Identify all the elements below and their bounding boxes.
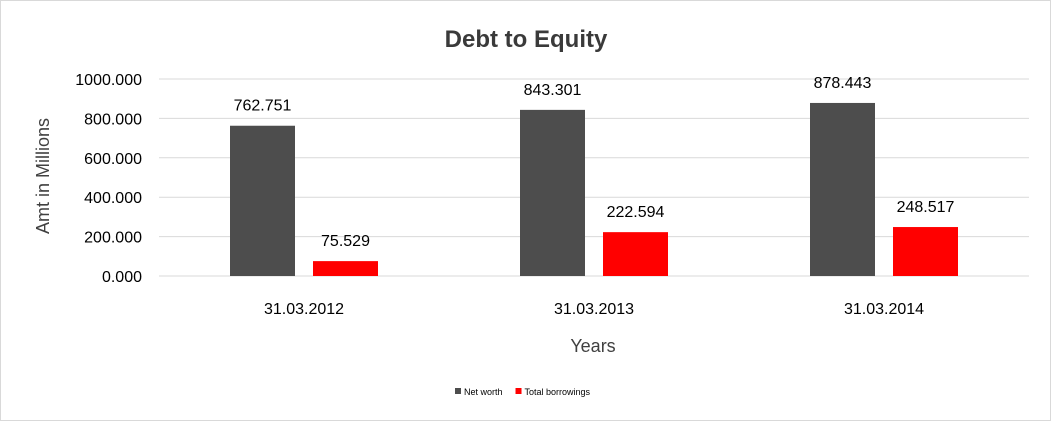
data-label: 878.443 [814, 75, 872, 92]
bars [230, 102, 958, 276]
legend: Net worth Total borrowings [455, 387, 591, 397]
y-axis-ticks: 0.000 200.000 400.000 600.000 800.000 1000.00… [75, 72, 142, 286]
data-label: 248.517 [897, 199, 955, 216]
bar-net-worth [230, 125, 295, 276]
data-label: 222.594 [607, 204, 665, 221]
x-category-label: 31.03.2012 [264, 301, 344, 318]
gridlines [159, 78, 1029, 277]
y-tick-label: 400.000 [84, 190, 142, 207]
bar-net-worth [520, 109, 585, 276]
legend-swatch [515, 388, 522, 394]
bar-net-worth [810, 102, 875, 276]
data-label: 762.751 [234, 98, 292, 115]
y-tick-label: 0.000 [102, 269, 142, 286]
data-label: 75.529 [321, 233, 370, 250]
legend-swatch [455, 388, 461, 394]
legend-label: Total borrowings [525, 387, 591, 397]
x-axis-title: Years [570, 336, 615, 356]
bar-total-borrowings [313, 261, 378, 276]
y-tick-label: 200.000 [84, 230, 142, 247]
x-category-label: 31.03.2013 [554, 301, 634, 318]
y-axis-title: Amt in Millions [33, 118, 53, 234]
x-axis-categories: 31.03.2012 31.03.2013 31.03.2014 [264, 301, 924, 318]
bar-total-borrowings [893, 227, 958, 276]
y-tick-label: 1000.000 [75, 72, 142, 89]
bar-total-borrowings [603, 232, 668, 276]
data-labels: 762.751 75.529 843.301 222.594 878.443 248.51… [234, 75, 955, 250]
y-tick-label: 800.000 [84, 111, 142, 128]
x-category-label: 31.03.2014 [844, 301, 924, 318]
chart-title: Debt to Equity [445, 26, 608, 53]
legend-label: Net worth [464, 387, 503, 397]
data-label: 843.301 [524, 82, 582, 99]
y-tick-label: 600.000 [84, 151, 142, 168]
